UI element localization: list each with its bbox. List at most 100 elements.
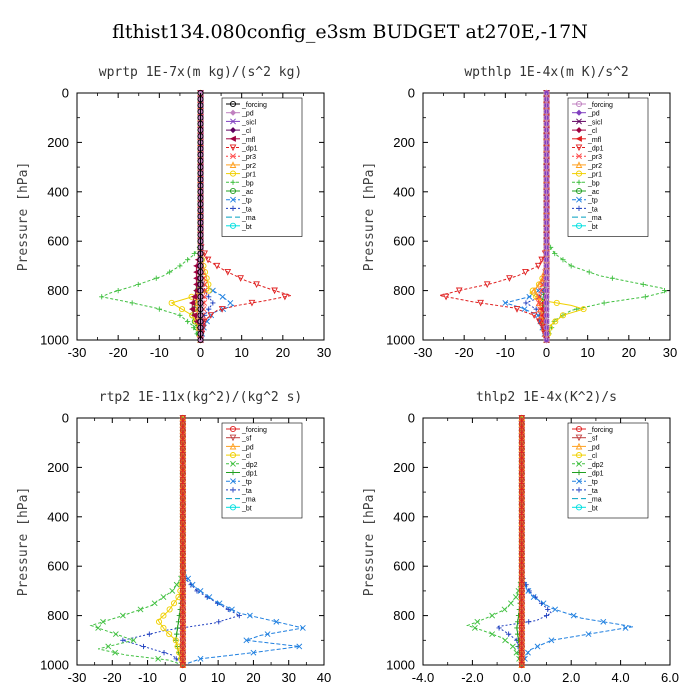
legend-item: _dp1 <box>226 469 258 478</box>
data-point <box>95 625 102 631</box>
data-point <box>543 201 550 208</box>
series-line <box>89 418 184 666</box>
data-point <box>197 188 204 195</box>
legend-marker <box>576 469 582 476</box>
data-point <box>191 325 197 331</box>
legend-label: _bt <box>587 505 598 512</box>
y-tick-label: 400 <box>393 509 415 524</box>
data-point <box>522 269 529 276</box>
data-point <box>188 306 196 313</box>
data-point <box>526 619 532 625</box>
data-point <box>518 495 525 502</box>
data-point <box>191 250 197 257</box>
data-point <box>518 661 525 669</box>
data-point <box>543 238 550 245</box>
legend-label: _dp1 <box>587 146 604 153</box>
data-point <box>543 293 550 300</box>
data-point <box>197 108 204 115</box>
data-point <box>508 600 514 607</box>
legend-item: _pr1 <box>226 170 256 179</box>
data-point <box>518 451 525 459</box>
legend-label: _bt <box>241 224 252 231</box>
legend-item: _pd <box>572 442 600 451</box>
legend-item: _pr3 <box>572 153 602 161</box>
legend-label: _sf <box>241 436 251 443</box>
legend-label: _pr2 <box>241 163 256 170</box>
x-tick-label: -30 <box>68 670 87 685</box>
data-point <box>197 330 204 337</box>
x-tick-label: -20 <box>109 345 128 360</box>
series-group <box>89 414 306 669</box>
series-group <box>99 89 292 344</box>
data-point <box>543 207 550 214</box>
data-point <box>243 637 250 644</box>
x-tick-label: -20 <box>455 345 474 360</box>
data-point <box>156 306 162 312</box>
legend-label: _ma <box>587 497 602 504</box>
data-point <box>501 606 508 613</box>
x-tick-label: 40 <box>317 670 331 685</box>
legend-marker <box>229 425 237 433</box>
data-point <box>197 219 204 226</box>
data-point <box>471 625 478 631</box>
legend-marker <box>230 196 236 203</box>
data-point <box>194 588 200 594</box>
data-point <box>543 613 550 619</box>
data-point <box>535 300 542 306</box>
legend-marker <box>575 109 583 116</box>
data-point <box>543 287 550 294</box>
data-point <box>543 139 550 146</box>
data-point <box>543 306 550 313</box>
data-point <box>151 600 158 607</box>
legend-item: _ta <box>572 205 598 213</box>
x-tick-label: 0 <box>179 670 186 685</box>
data-point <box>197 238 204 245</box>
y-tick-label: 200 <box>47 460 69 475</box>
data-point <box>112 631 119 638</box>
y-tick-label: 800 <box>393 283 415 298</box>
data-point <box>518 513 525 520</box>
legend-box <box>221 422 303 519</box>
data-point <box>518 631 525 638</box>
y-tick-label: 1000 <box>40 333 69 348</box>
data-point <box>271 287 278 295</box>
x-tick-label: 0 <box>197 345 204 360</box>
x-tick-label: 0 <box>543 345 550 360</box>
legend-label: _mfl <box>241 137 256 144</box>
data-point <box>206 294 212 300</box>
y-tick-label: 400 <box>47 184 69 199</box>
data-point <box>250 649 257 656</box>
data-point <box>518 655 525 662</box>
y-tick-label: 400 <box>47 509 69 524</box>
data-point <box>179 445 186 452</box>
data-point <box>543 133 550 140</box>
legend-label: _cl <box>241 453 251 460</box>
data-point <box>525 649 531 656</box>
data-point <box>518 569 525 576</box>
legend-item: _tp <box>226 478 252 486</box>
legend-item: _bt <box>572 222 598 231</box>
data-point <box>197 312 204 319</box>
data-point <box>197 293 204 300</box>
data-point <box>543 170 550 177</box>
data-point <box>207 312 215 319</box>
data-point <box>205 287 212 294</box>
data-point <box>585 631 592 638</box>
data-point <box>197 114 204 121</box>
x-tick-label: -30 <box>414 345 433 360</box>
data-point <box>179 600 186 607</box>
y-tick-label: 0 <box>408 86 415 101</box>
legend: _forcing_pd_sicl_cl_mfl_dp1_pr3_pr2_pr1_… <box>567 97 649 237</box>
figure-title: flthist134.080config_e3sm BUDGET at270E,… <box>112 21 588 43</box>
data-point <box>135 281 141 288</box>
legend-marker <box>576 487 582 493</box>
legend-item: _cl <box>572 452 597 460</box>
legend-item: _pr1 <box>572 170 602 179</box>
data-point <box>178 306 186 313</box>
data-point <box>543 250 550 257</box>
y-axis-label: Pressure [hPa] <box>16 487 31 597</box>
data-point <box>523 300 529 306</box>
legend-item: _mfl <box>226 135 256 144</box>
legend-item: _ma <box>226 497 256 504</box>
